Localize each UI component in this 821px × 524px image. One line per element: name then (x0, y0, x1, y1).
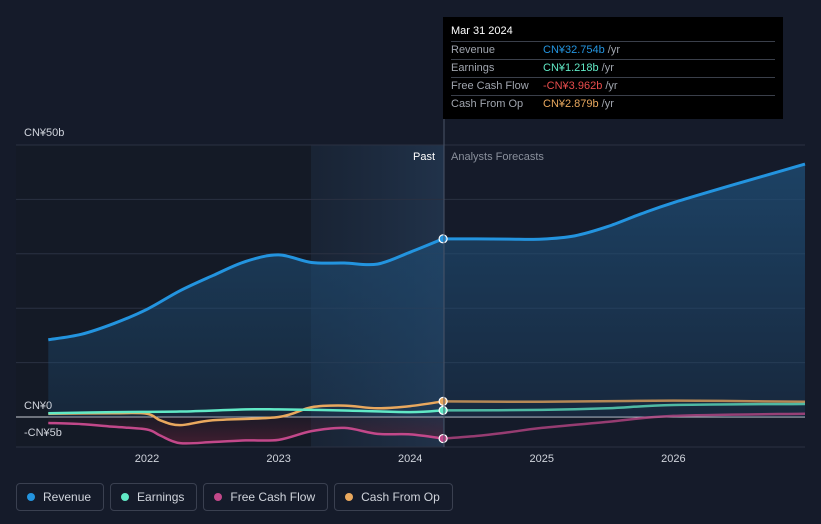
x-tick-2022: 2022 (135, 453, 159, 465)
tooltip-value: CN¥32.754b (543, 44, 605, 56)
legend-label: Revenue (43, 490, 92, 504)
revenue-forecast-line (443, 162, 806, 241)
legend-dot-icon (121, 493, 130, 501)
free-cash-flow-marker (438, 433, 448, 444)
tooltip-label: Cash From Op (451, 98, 524, 110)
earnings-forecast-line (443, 402, 806, 412)
tooltip-date: Mar 31 2024 (451, 25, 513, 37)
revenue-area (48, 164, 806, 417)
tooltip-label: Earnings (451, 62, 495, 74)
cash-from-op-forecast-line (443, 399, 806, 404)
tooltip-value: CN¥1.218b (543, 62, 599, 74)
tooltip-row-cash-from-op: Cash From Op CN¥2.879b/yr (451, 95, 775, 113)
cash-from-op-past-line (48, 400, 444, 427)
x-tick-2023: 2023 (266, 453, 290, 465)
past-label: Past (413, 151, 435, 163)
tooltip-unit: /yr (601, 98, 614, 110)
tooltip-unit: /yr (605, 80, 618, 92)
x-tick-2025: 2025 (530, 453, 554, 465)
x-tick-2024: 2024 (398, 453, 422, 465)
legend-label: Earnings (137, 490, 185, 504)
legend-label: Cash From Op (361, 490, 440, 504)
free-cash-flow-area (48, 417, 444, 444)
forecast-label: Analysts Forecasts (451, 151, 544, 163)
legend-revenue-button[interactable]: Revenue (16, 483, 105, 511)
tooltip-row-revenue: Revenue CN¥32.754b/yr (451, 41, 775, 59)
tooltip-row-earnings: Earnings CN¥1.218b/yr (451, 59, 775, 77)
legend-cash-from-op-button[interactable]: Cash From Op (334, 483, 453, 511)
tooltip-unit: /yr (607, 44, 621, 56)
tooltip-label: Revenue (451, 44, 496, 56)
earnings-marker (438, 405, 448, 415)
y-axis-bottom-label: -CN¥5b (24, 427, 62, 439)
legend-free-cash-flow-button[interactable]: Free Cash Flow (203, 483, 329, 511)
chart-legend: Revenue Earnings Free Cash Flow Cash From O… (16, 483, 453, 511)
free-cash-flow-forecast-line (443, 412, 806, 440)
earnings-past-line (48, 407, 444, 415)
legend-earnings-button[interactable]: Earnings (110, 483, 198, 511)
tooltip-value: CN¥2.879b (543, 98, 599, 110)
legend-dot-icon (345, 493, 354, 501)
legend-dot-icon (27, 493, 35, 501)
legend-label: Free Cash Flow (230, 490, 316, 504)
tooltip-label: Free Cash Flow (451, 80, 529, 92)
legend-dot-icon (214, 493, 223, 501)
revenue-past-line (48, 237, 444, 342)
revenue-marker (438, 234, 448, 244)
hover-tooltip: Mar 31 2024 Revenue CN¥32.754b/yr Earnings… (443, 17, 783, 119)
y-axis-top-label: CN¥50b (24, 127, 64, 139)
free-cash-flow-past-line (48, 421, 444, 445)
x-tick-2026: 2026 (661, 453, 685, 465)
tooltip-value: -CN¥3.962b (543, 80, 603, 92)
tooltip-unit: /yr (601, 62, 614, 74)
y-axis-zero-label: CN¥0 (24, 400, 52, 412)
tooltip-row-free-cash-flow: Free Cash Flow -CN¥3.962b/yr (451, 77, 775, 95)
cash-from-op-marker (438, 396, 448, 406)
